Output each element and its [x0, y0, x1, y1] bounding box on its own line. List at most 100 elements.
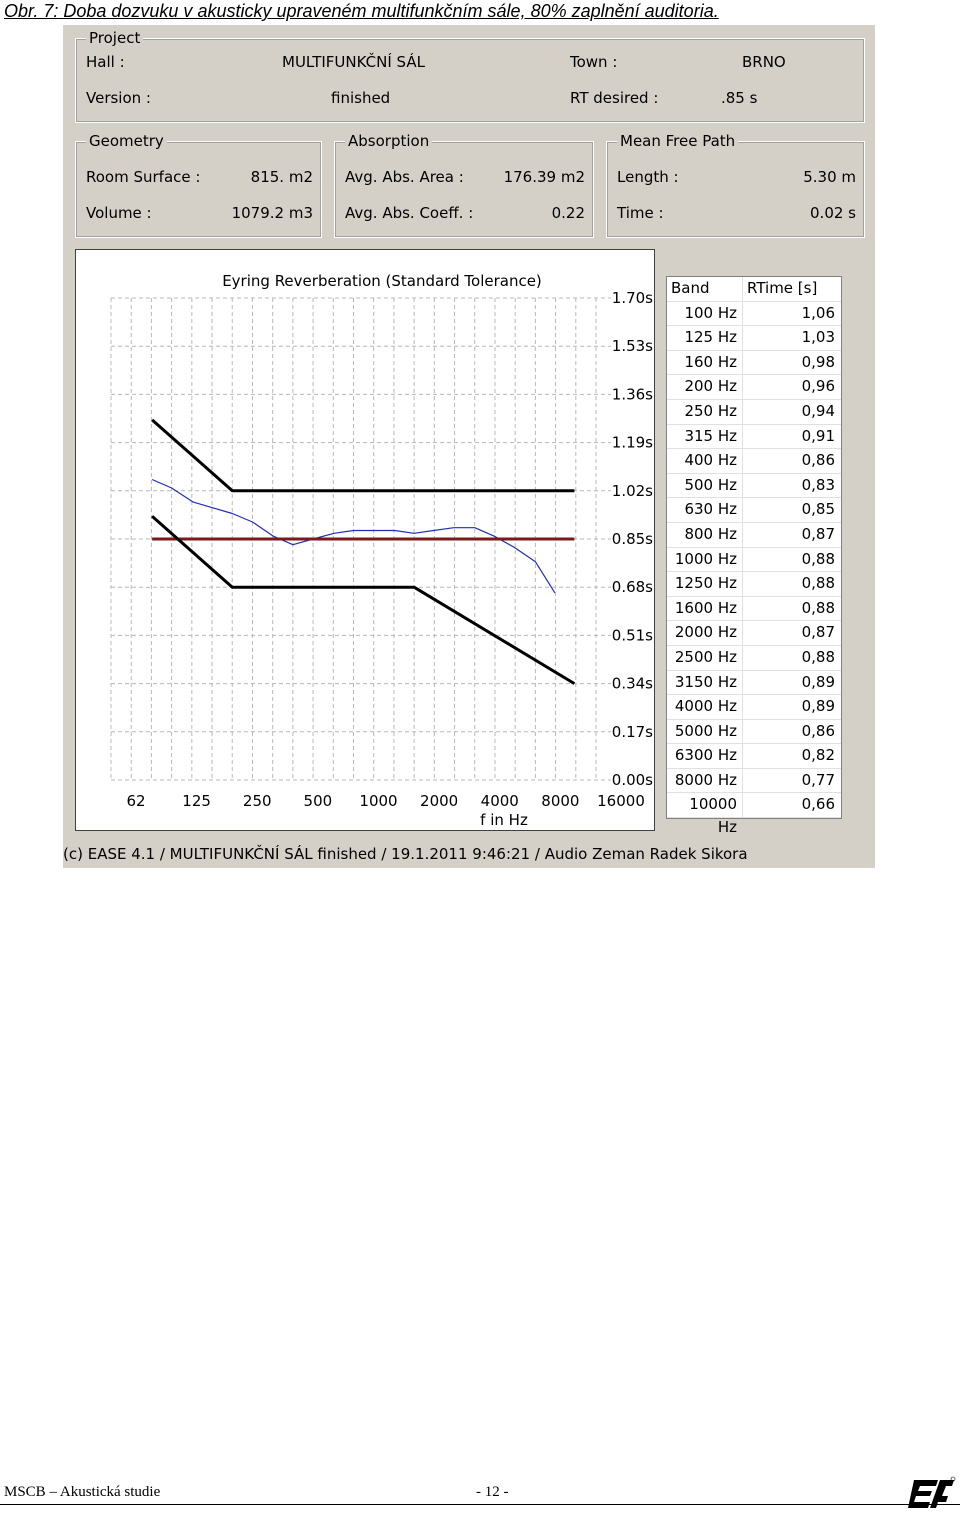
table-row: 400 Hz 0,86 — [667, 449, 841, 474]
y-tick-label: 1.19s — [612, 434, 653, 452]
table-row: 2000 Hz 0,87 — [667, 621, 841, 646]
x-tick-label: 250 — [243, 792, 272, 810]
band-cell: 2000 Hz — [667, 621, 743, 645]
y-tick-label: 0.17s — [612, 723, 653, 741]
rtime-cell: 0,96 — [801, 377, 835, 396]
series-line — [151, 418, 575, 493]
figure-caption: Obr. 7: Doba dozvuku v akusticky upraven… — [4, 0, 719, 22]
table-row: 125 Hz 1,03 — [667, 326, 841, 351]
footer-divider — [0, 1504, 960, 1505]
header-band: Band — [667, 277, 743, 301]
band-cell: 125 Hz — [667, 326, 743, 350]
y-tick-label: 0.68s — [612, 578, 653, 596]
band-cell: 1000 Hz — [667, 547, 743, 572]
x-tick-label: 1000 — [359, 792, 397, 810]
volume-value: 1079.2 m3 — [231, 204, 313, 222]
x-tick-label: 16000 — [597, 792, 645, 810]
table-row: 1000 Hz 0,88 — [667, 547, 841, 573]
table-row: 6300 Hz 0,82 — [667, 744, 841, 769]
abs-coeff-label: Avg. Abs. Coeff. : — [345, 204, 474, 222]
band-cell: 400 Hz — [667, 449, 743, 473]
geometry-legend: Geometry — [86, 132, 167, 150]
abs-coeff-value: 0.22 — [551, 204, 585, 222]
footer-page-number: - 12 - — [476, 1484, 509, 1500]
rtime-cell: 0,66 — [801, 795, 835, 814]
hall-label: Hall : — [86, 53, 125, 71]
series-line — [151, 515, 576, 685]
rtime-cell: 0,89 — [801, 697, 835, 716]
band-cell: 6300 Hz — [667, 744, 743, 768]
table-row: 250 Hz 0,94 — [667, 399, 841, 425]
table-row: 1250 Hz 0,88 — [667, 572, 841, 597]
version-value: finished — [331, 89, 391, 107]
y-tick-label: 0.34s — [612, 675, 653, 693]
table-row: 800 Hz 0,87 — [667, 522, 841, 548]
abs-area-label: Avg. Abs. Area : — [345, 168, 464, 186]
table-row: 200 Hz 0,96 — [667, 375, 841, 400]
mfp-legend: Mean Free Path — [617, 132, 739, 150]
y-tick-label: 0.51s — [612, 626, 653, 644]
hall-value: MULTIFUNKČNÍ SÁL — [282, 53, 425, 71]
rtime-table: Band RTime [s] 100 Hz 1,06 125 Hz 1,03 160 H… — [666, 276, 842, 836]
chart-title: Eyring Reverberation (Standard Tolerance… — [222, 272, 542, 290]
rtime-cell: 0,82 — [801, 746, 835, 765]
table-row: 2500 Hz 0,88 — [667, 645, 841, 671]
copyright-line: (c) EASE 4.1 / MULTIFUNKČNÍ SÁL finished… — [63, 845, 748, 863]
series-line — [151, 478, 556, 594]
table-row: 3150 Hz 0,89 — [667, 670, 841, 696]
room-surface-value: 815. m2 — [250, 168, 313, 186]
table-row: 4000 Hz 0,89 — [667, 695, 841, 720]
rtime-cell: 1,03 — [801, 328, 835, 347]
rtime-cell: 0,98 — [801, 352, 835, 371]
reverberation-chart: 1.70s 1.53s 1.36s 1.19s 1.02s 0.85s 0.68s 0.51s… — [75, 249, 655, 831]
project-legend: Project — [86, 29, 144, 47]
table-row: 160 Hz 0,98 — [667, 350, 841, 376]
x-tick-label: 500 — [304, 792, 333, 810]
rtime-cell: 0,87 — [801, 524, 835, 543]
rtime-cell: 0,88 — [801, 598, 835, 617]
rtime-cell: 0,89 — [801, 672, 835, 691]
band-cell: 250 Hz — [667, 399, 743, 424]
band-cell: 8000 Hz — [667, 768, 743, 793]
header-rtime: RTime [s] — [747, 279, 818, 297]
rtime-cell: 0,86 — [801, 721, 835, 740]
rtime-cell: 0,88 — [801, 549, 835, 568]
footer-doc-title: MSCB – Akustická studie — [4, 1484, 161, 1500]
x-tick-label: 4000 — [481, 792, 519, 810]
room-surface-label: Room Surface : — [86, 168, 201, 186]
band-cell: 1600 Hz — [667, 596, 743, 621]
mean-free-path-group: Mean Free Path Length : 5.30 m Time : 0.… — [606, 132, 865, 238]
band-cell: 100 Hz — [667, 301, 743, 326]
band-cell: 200 Hz — [667, 375, 743, 399]
company-logo-icon — [908, 1476, 956, 1515]
table-row: 630 Hz 0,85 — [667, 498, 841, 523]
abs-area-value: 176.39 m2 — [503, 168, 585, 186]
y-tick-label: 1.36s — [612, 385, 653, 403]
rtime-cell: 0,86 — [801, 451, 835, 470]
mfp-length-value: 5.30 m — [803, 168, 856, 186]
x-tick-label: 62 — [126, 792, 145, 810]
table-row: 10000 Hz 0,66 — [667, 793, 841, 836]
figure-number: Obr. 7: — [4, 1, 59, 21]
mfp-length-label: Length : — [617, 168, 679, 186]
volume-label: Volume : — [86, 204, 152, 222]
rt-desired-value: .85 s — [721, 89, 758, 107]
rtime-cell: 1,06 — [801, 303, 835, 322]
reverberation-chart-svg: 1.70s 1.53s 1.36s 1.19s 1.02s 0.85s 0.68s 0.51s… — [110, 272, 653, 829]
band-cell: 630 Hz — [667, 498, 743, 522]
x-tick-label: 125 — [182, 792, 211, 810]
rtime-cell: 0,77 — [801, 770, 835, 789]
rtime-cell: 0,83 — [801, 475, 835, 494]
figure-caption-text: Doba dozvuku v akusticky upraveném multi… — [58, 1, 719, 21]
y-tick-label: 1.02s — [612, 482, 653, 500]
absorption-group: Absorption Avg. Abs. Area : 176.39 m2 Av… — [334, 132, 594, 238]
table-row: 5000 Hz 0,86 — [667, 719, 841, 745]
absorption-legend: Absorption — [345, 132, 433, 150]
ease-report-window: Project Hall : MULTIFUNKČNÍ SÁL Town : B… — [63, 25, 875, 868]
rtime-cell: 0,88 — [801, 574, 835, 593]
geometry-group: Geometry Room Surface : 815. m2 Volume :… — [75, 132, 322, 238]
band-cell: 1250 Hz — [667, 572, 743, 596]
mfp-time-label: Time : — [617, 204, 664, 222]
band-cell: 4000 Hz — [667, 695, 743, 719]
band-cell: 800 Hz — [667, 522, 743, 547]
